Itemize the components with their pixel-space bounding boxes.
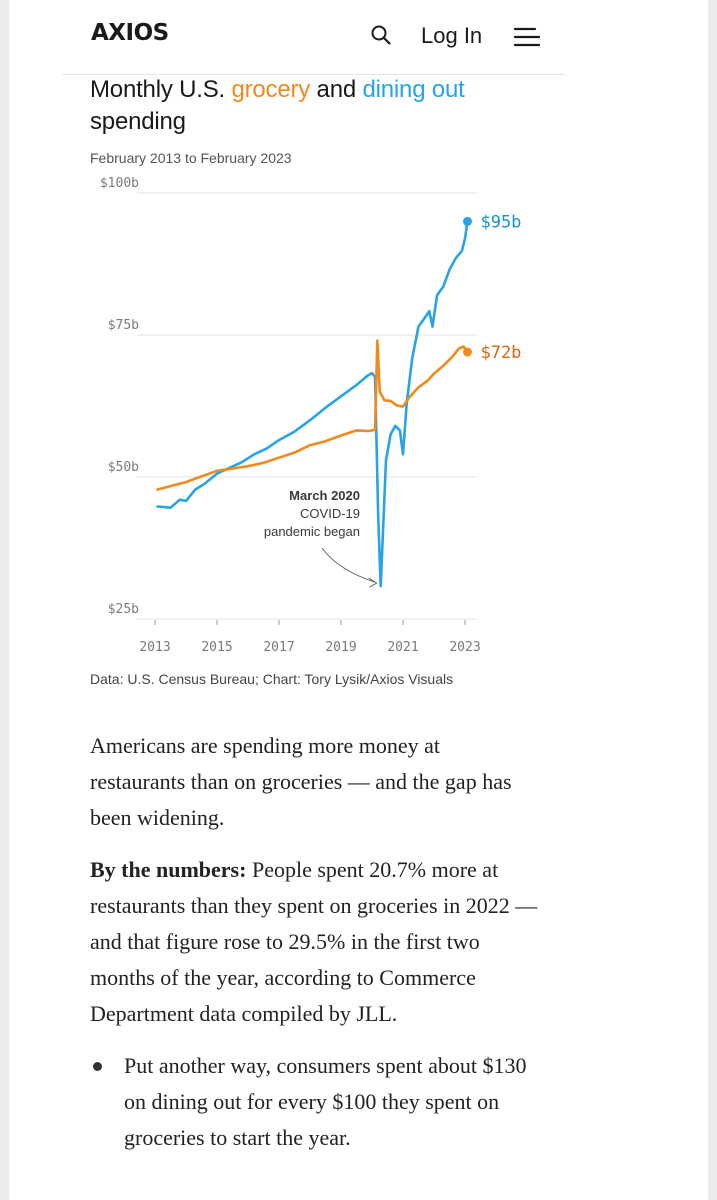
- annotation-line: pandemic began: [264, 524, 360, 539]
- chart-title: Monthly U.S. grocery and dining out spend…: [90, 74, 560, 138]
- title-middle: and: [310, 76, 363, 103]
- paragraph-numbers: By the numbers: People spent 20.7% more …: [90, 852, 540, 1032]
- numbers-text: People spent 20.7% more at restaurants t…: [90, 857, 538, 1026]
- grid: $25b $50b $75b $100b 2013 2015 2017 2019 2021 202…: [100, 176, 481, 655]
- paragraph-intro: Americans are spending more money at res…: [90, 733, 512, 830]
- x-tick-label: 2017: [263, 640, 294, 655]
- axios-logo[interactable]: AXIOS: [91, 20, 169, 46]
- title-grocery: grocery: [231, 76, 311, 103]
- title-prefix: Monthly U.S.: [90, 76, 232, 103]
- bullet-dot-icon: [93, 1062, 102, 1071]
- y-tick-label: $25b: [108, 602, 139, 617]
- series-lines: [156, 220, 469, 588]
- title-dining: dining out: [362, 76, 465, 103]
- annotation-arrowhead: [368, 577, 378, 588]
- end-labels: $95b $72b: [462, 212, 521, 363]
- bullet-item: Put another way, consumers spent about $…: [90, 1048, 540, 1156]
- dining-end-label: $95b: [480, 212, 521, 232]
- x-tick-label: 2023: [449, 640, 480, 655]
- header-divider: [62, 74, 565, 75]
- numbers-lead: By the numbers:: [90, 857, 247, 882]
- right-screen-edge: [708, 0, 717, 1200]
- site-header: AXIOS Log In: [0, 0, 717, 72]
- grocery-end-point: [462, 347, 472, 357]
- annotation-title: March 2020: [289, 488, 360, 503]
- annotation-arrow: [321, 547, 375, 583]
- left-screen-edge: [0, 0, 9, 1200]
- search-icon[interactable]: [370, 24, 392, 46]
- login-link[interactable]: Log In: [421, 23, 483, 48]
- x-tick-label: 2019: [325, 640, 356, 655]
- dining-series-line: [156, 220, 469, 588]
- y-tick-label: $50b: [108, 460, 139, 475]
- x-tick-label: 2015: [201, 640, 232, 655]
- chart-subtitle: February 2013 to February 2023: [90, 150, 292, 166]
- annotation-line: COVID-19: [300, 506, 360, 521]
- x-tick-label: 2021: [387, 640, 418, 655]
- menu-icon[interactable]: [513, 26, 541, 48]
- dining-end-point: [462, 216, 472, 226]
- y-tick-label: $75b: [108, 318, 139, 333]
- title-suffix: spending: [90, 108, 186, 135]
- annotation: March 2020 COVID-19 pandemic began: [264, 488, 378, 588]
- grocery-end-label: $72b: [480, 343, 521, 363]
- y-tick-label: $100b: [100, 176, 139, 191]
- bullet-text: Put another way, consumers spent about $…: [124, 1053, 527, 1150]
- chart-source: Data: U.S. Census Bureau; Chart: Tory Ly…: [90, 671, 454, 687]
- grocery-series-line: [156, 339, 469, 491]
- article-body: Americans are spending more money at res…: [90, 728, 540, 1156]
- x-tick-label: 2013: [139, 640, 170, 655]
